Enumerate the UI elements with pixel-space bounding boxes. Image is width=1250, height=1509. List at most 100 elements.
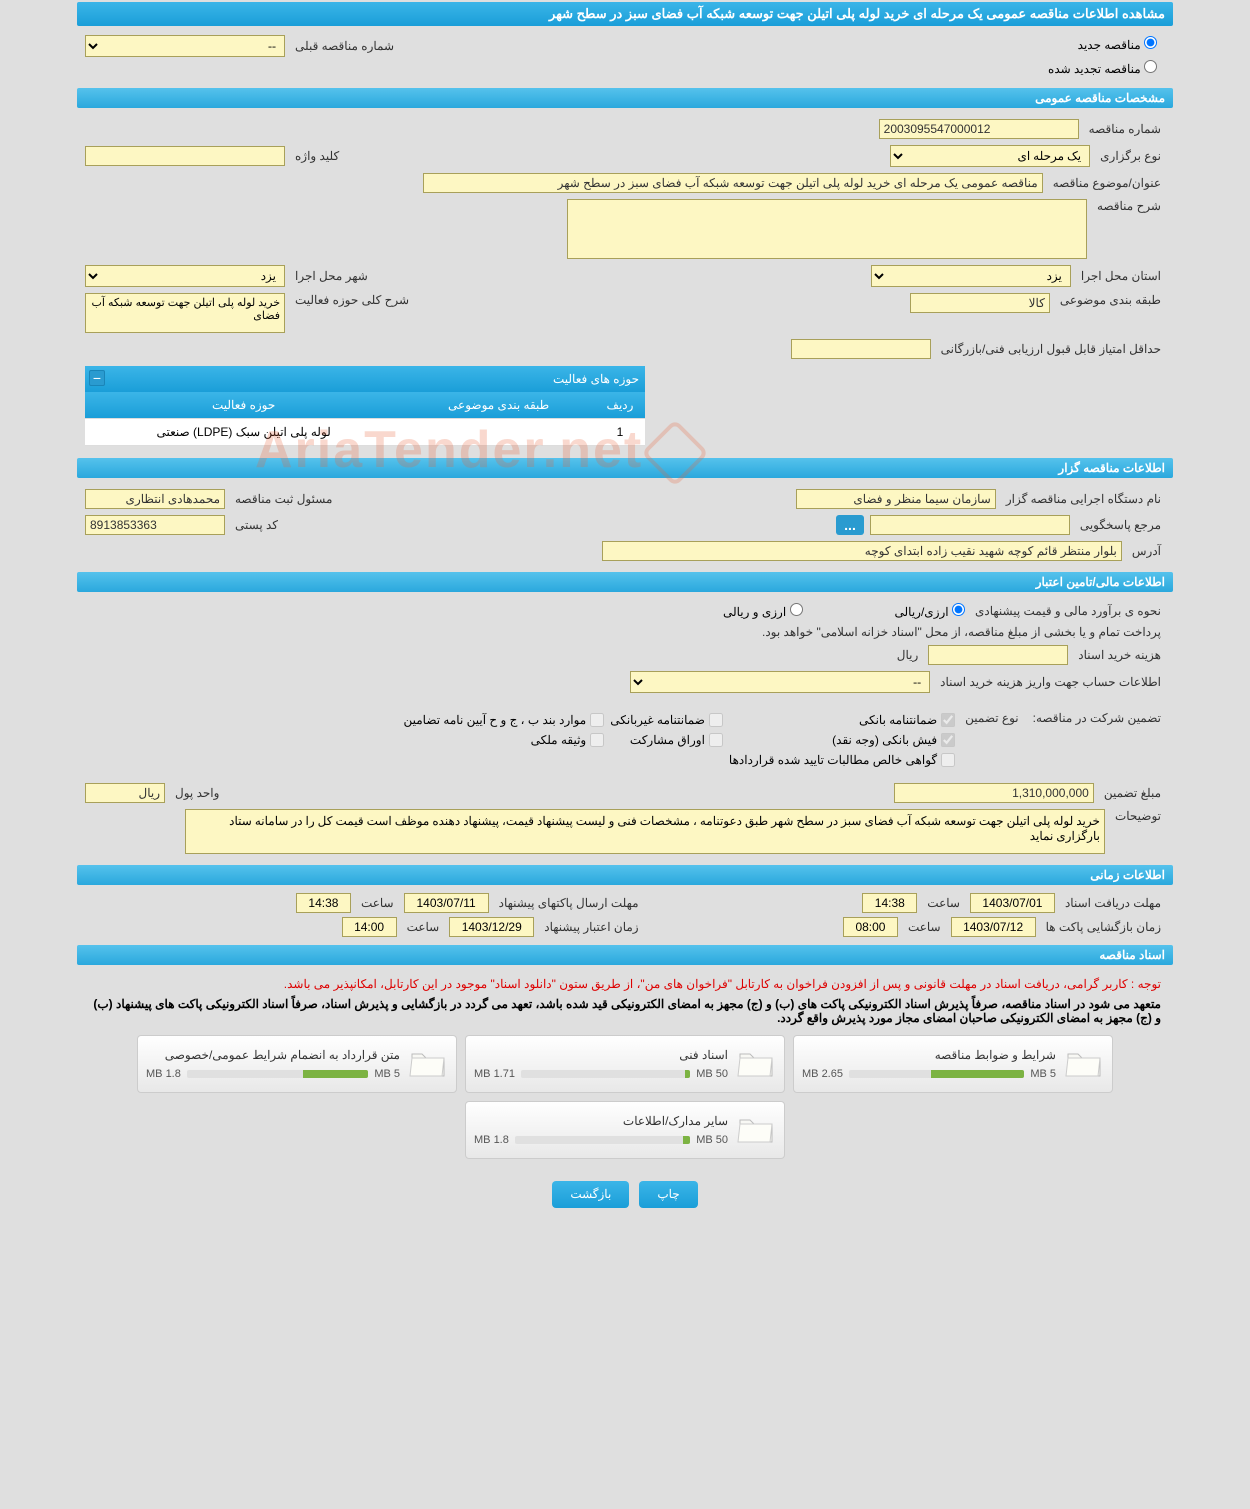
time-word-2: ساعت [357,896,398,910]
validity-date: 1403/12/29 [449,917,534,937]
doc-progress-bar [849,1070,1024,1078]
doc-note-red: توجه : کاربر گرامی، دریافت اسناد در مهلت… [85,973,1165,995]
subject-field: مناقصه عمومی یک مرحله ای خرید لوله پلی ا… [423,173,1043,193]
section-documents: اسناد مناقصه [77,945,1173,965]
doc-title: سایر مدارک/اطلاعات [474,1114,728,1128]
time-word-3: ساعت [904,920,945,934]
page-title: مشاهده اطلاعات مناقصه عمومی یک مرحله ای … [77,2,1173,26]
doc-cost-field[interactable] [928,645,1068,665]
section-organizer: اطلاعات مناقصه گزار [77,458,1173,478]
back-button[interactable]: بازگشت [552,1181,629,1208]
tender-no-field: 2003095547000012 [879,119,1079,139]
doc-progress-bar [521,1070,690,1078]
city-label: شهر محل اجرا [291,269,372,283]
notes-label: توضیحات [1111,809,1165,823]
open-date: 1403/07/12 [951,917,1036,937]
col-category: طبقه بندی موضوعی [402,392,595,419]
registrar-field: محمدهادی انتظاری [85,489,225,509]
type-select[interactable]: یک مرحله ای [890,145,1090,167]
time-word-4: ساعت [403,920,444,934]
contact-label: مرجع پاسخگویی [1076,518,1165,532]
doc-progress-bar [515,1136,690,1144]
prev-tender-select[interactable]: -- [85,35,285,57]
amount-field: 1,310,000,000 [894,783,1094,803]
agency-label: نام دستگاه اجرایی مناقصه گزار [1002,492,1165,506]
chk-articles [590,713,604,727]
contact-field[interactable] [870,515,1070,535]
keyword-label: کلید واژه [291,149,343,163]
unit-field: ریال [85,783,165,803]
activity-table-title: حوزه های فعالیت [553,372,639,386]
doc-size: 1.8 MB [474,1134,509,1146]
section-financial: اطلاعات مالی/تامین اعتبار [77,572,1173,592]
account-select[interactable]: -- [630,671,930,693]
doc-size: 2.65 MB [802,1068,843,1080]
subject-label: عنوان/موضوع مناقصه [1049,176,1165,190]
bid-send-time: 14:38 [296,893,351,913]
desc-label: شرح مناقصه [1093,199,1165,213]
doc-card[interactable]: سایر مدارک/اطلاعات 50 MB 1.8 MB [465,1101,785,1159]
keyword-field[interactable] [85,146,285,166]
print-button[interactable]: چاپ [639,1181,697,1208]
doc-size: 1.8 MB [146,1068,181,1080]
notes-textarea[interactable]: خرید لوله پلی اتیلن جهت توسعه شبکه آب فض… [185,809,1105,854]
doc-max: 5 MB [1030,1068,1056,1080]
doc-cost-label: هزینه خرید اسناد [1074,648,1165,662]
collapse-icon[interactable]: − [89,370,105,386]
contact-lookup-button[interactable]: ... [836,515,864,535]
doc-receive-date: 1403/07/01 [970,893,1055,913]
doc-title: اسناد فنی [474,1048,728,1062]
chk-receivables [941,753,955,767]
type-label: نوع برگزاری [1096,149,1165,163]
province-label: استان محل اجرا [1077,269,1165,283]
registrar-label: مسئول ثبت مناقصه [231,492,336,506]
agency-field: سازمان سیما منظر و فضای [796,489,996,509]
city-select[interactable]: یزد [85,265,285,287]
radio-new-tender[interactable]: مناقصه جدید [1078,38,1157,52]
postal-label: کد پستی [231,518,282,532]
activity-desc-list[interactable]: خرید لوله پلی اتیلن جهت توسعه شبکه آب فض… [85,293,285,333]
bid-send-label: مهلت ارسال پاکتهای پیشنهاد [495,896,643,910]
col-row: ردیف [595,392,645,419]
open-time: 08:00 [843,917,898,937]
postal-field: 8913853363 [85,515,225,535]
min-score-field[interactable] [791,339,931,359]
desc-textarea[interactable] [567,199,1087,259]
doc-title: شرایط و ضوابط مناقصه [802,1048,1056,1062]
bid-send-date: 1403/07/11 [404,893,489,913]
doc-title: متن قرارداد به انضمام شرایط عمومی/خصوصی [146,1048,400,1062]
address-field: بلوار منتظر قائم کوچه شهید نقیب زاده ابت… [602,541,1122,561]
doc-max: 50 MB [696,1068,728,1080]
guarantee-type-label: نوع تضمین [961,711,1022,725]
table-row: 1لوله پلی اتیلن سبک (LDPE) صنعتی [85,419,645,446]
radio-renewed-tender[interactable]: مناقصه تجدید شده [1048,62,1157,76]
chk-nonbank [709,713,723,727]
doc-progress-bar [187,1070,368,1078]
doc-card[interactable]: شرایط و ضوابط مناقصه 5 MB 2.65 MB [793,1035,1113,1093]
chk-bonds [709,733,723,747]
address-label: آدرس [1128,544,1165,558]
chk-cash [941,733,955,747]
radio-currency[interactable]: ارزی و ریالی [723,603,803,619]
col-activity: حوزه فعالیت [85,392,402,419]
tender-no-label: شماره مناقصه [1085,122,1165,136]
validity-label: زمان اعتبار پیشنهاد [540,920,642,934]
category-label: طبقه بندی موضوعی [1056,293,1165,307]
activity-desc-label: شرح کلی حوزه فعالیت [291,293,413,307]
doc-max: 5 MB [374,1068,400,1080]
rial-unit-label: ریال [893,648,923,662]
prev-tender-label: شماره مناقصه قبلی [291,39,398,53]
doc-card[interactable]: متن قرارداد به انضمام شرایط عمومی/خصوصی 5… [137,1035,457,1093]
amount-label: مبلغ تضمین [1100,786,1165,800]
open-label: زمان بازگشایی پاکت ها [1042,920,1165,934]
doc-card[interactable]: اسناد فنی50 MB1.71 MB [465,1035,785,1093]
radio-rial[interactable]: ارزی/ریالی [895,603,965,619]
unit-label: واحد پول [171,786,223,800]
validity-time: 14:00 [342,917,397,937]
doc-max: 50 MB [696,1134,728,1146]
category-field: کالا [910,293,1050,313]
doc-receive-time: 14:38 [862,893,917,913]
guarantee-title: تضمین شرکت در مناقصه: [1029,711,1165,725]
province-select[interactable]: یزد [871,265,1071,287]
chk-property [590,733,604,747]
